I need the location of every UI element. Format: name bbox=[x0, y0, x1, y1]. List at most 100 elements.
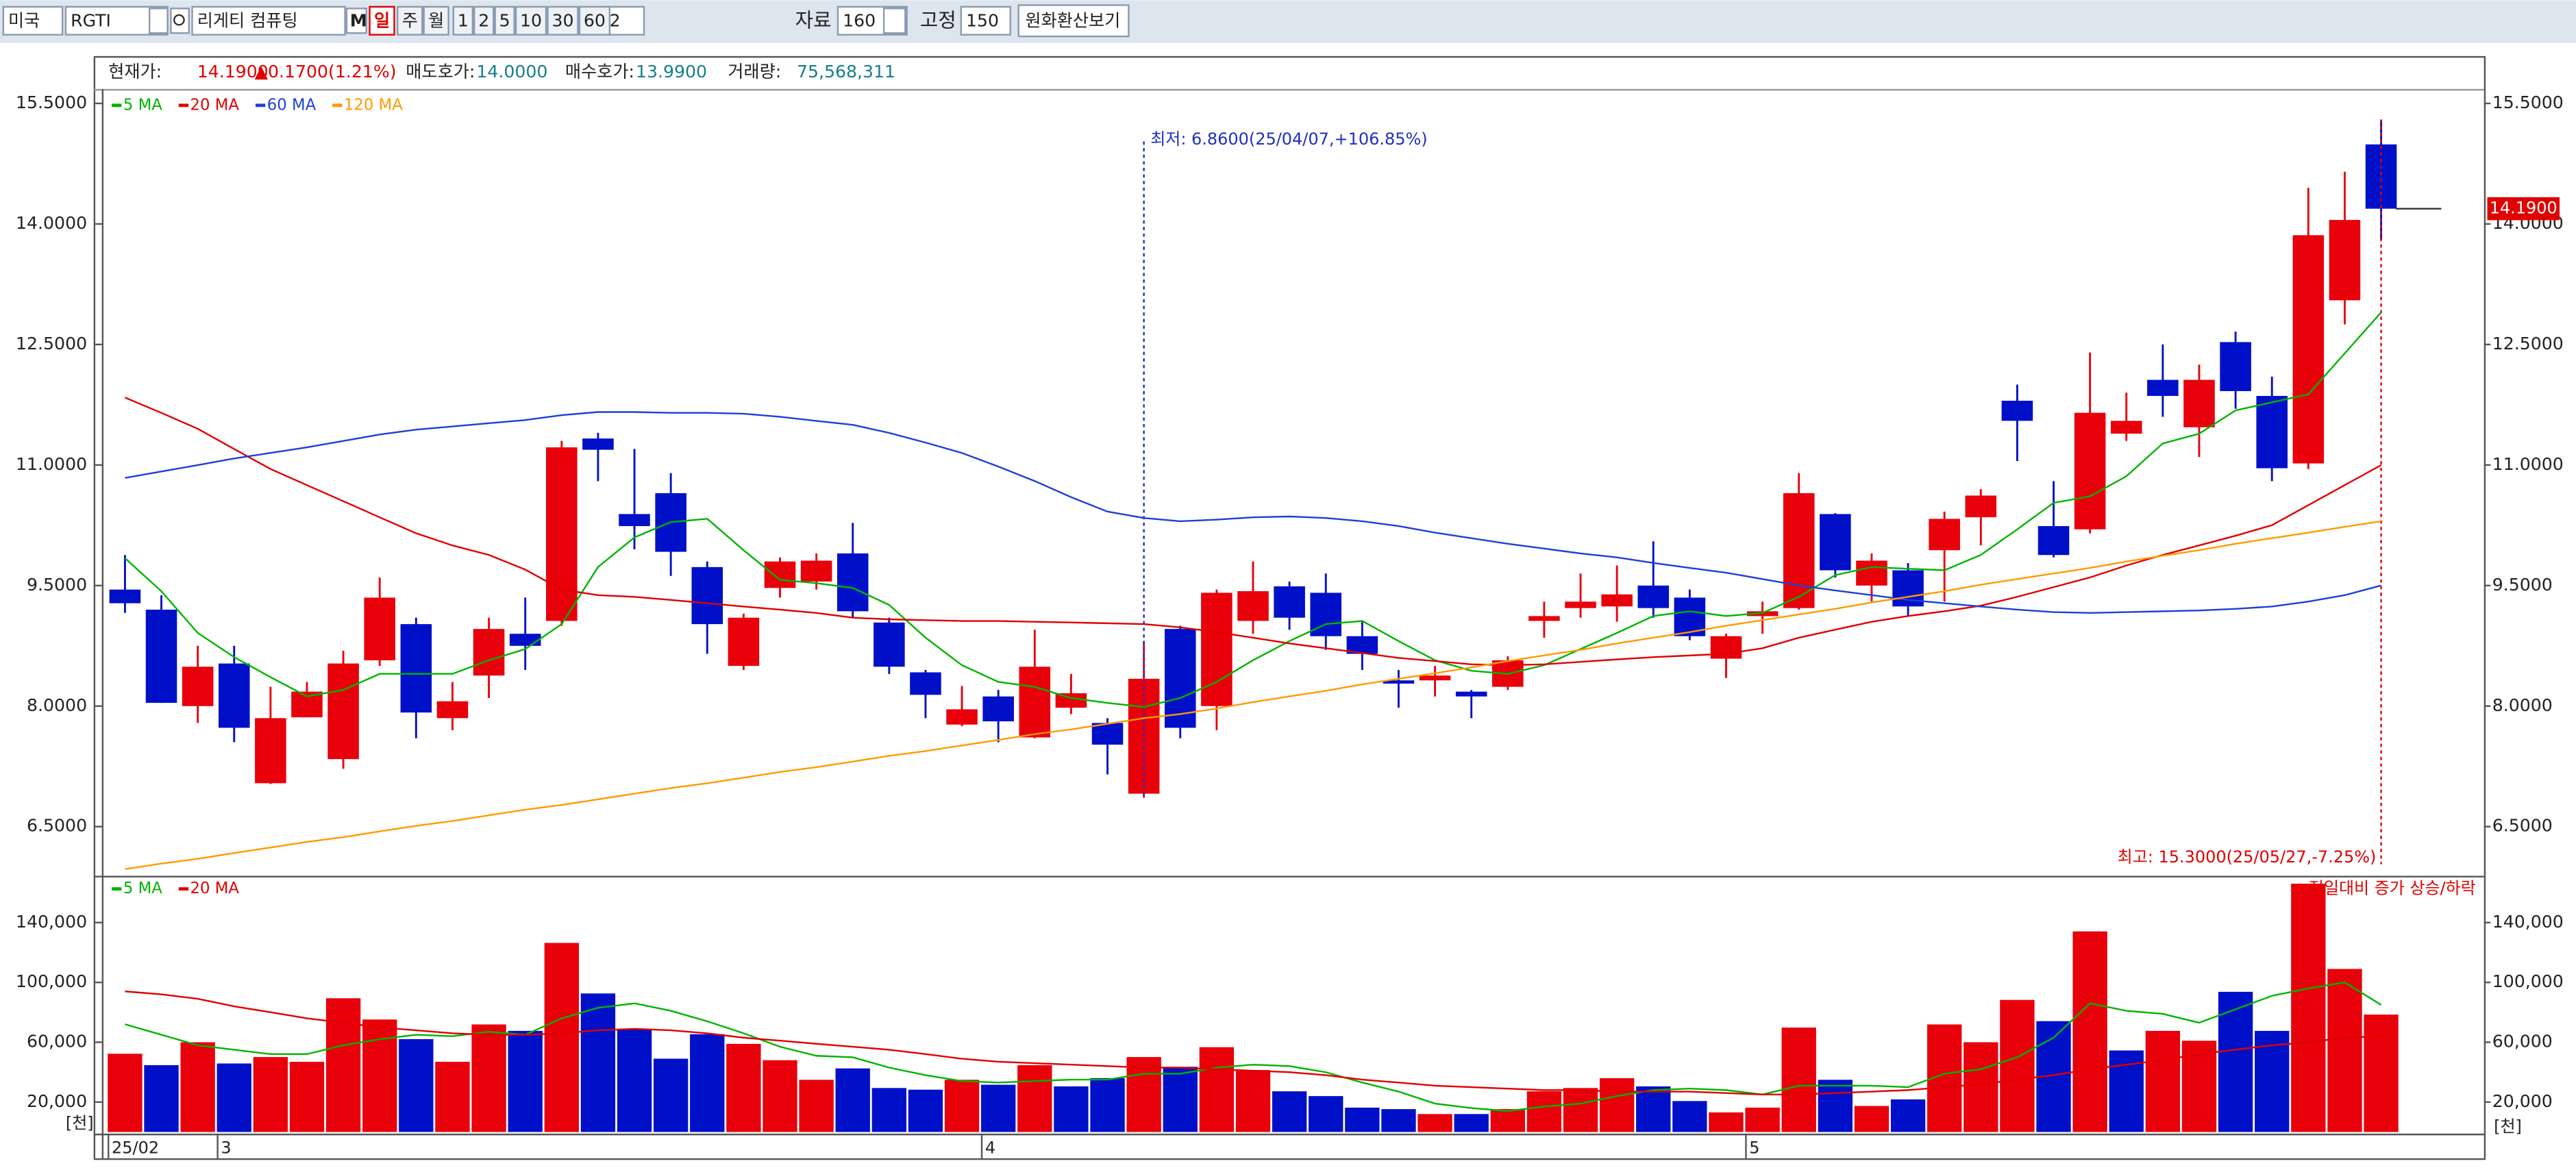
candle-body bbox=[2220, 342, 2251, 391]
candle-body bbox=[1419, 675, 1451, 681]
y-tick-label: 6.5000 bbox=[2492, 816, 2553, 836]
volume-bar bbox=[726, 1043, 761, 1132]
volume-bar bbox=[144, 1065, 179, 1132]
volume-bar bbox=[399, 1038, 434, 1132]
info-label: 매도호가: bbox=[406, 62, 475, 82]
volume-bar bbox=[2218, 991, 2253, 1132]
volume-bar bbox=[1672, 1101, 1707, 1132]
y-tick-label: 8.0000 bbox=[27, 695, 87, 715]
y-tick-label: 20,000 bbox=[2492, 1091, 2553, 1111]
volume-bar bbox=[1890, 1099, 1926, 1132]
minute-button[interactable] bbox=[515, 5, 547, 36]
legend-label: 20 MA bbox=[190, 96, 240, 114]
volume-bar bbox=[544, 943, 579, 1132]
volume-bar bbox=[1964, 1042, 1998, 1132]
legend-label: 5 MA bbox=[123, 96, 162, 114]
minute-button[interactable] bbox=[547, 5, 579, 36]
info-value: 13.9900 bbox=[636, 62, 707, 82]
candle-body bbox=[2074, 412, 2106, 530]
volume-bar bbox=[908, 1089, 943, 1132]
fixed-label: 고정 bbox=[920, 9, 956, 32]
volume-bar bbox=[2327, 969, 2362, 1132]
period-button[interactable] bbox=[369, 5, 395, 36]
candle-body bbox=[436, 701, 469, 719]
candle-body bbox=[109, 589, 141, 603]
volume-bar bbox=[1818, 1080, 1853, 1132]
candle-body bbox=[546, 447, 578, 621]
market-select[interactable] bbox=[2, 5, 64, 36]
minute-label: 2 bbox=[478, 11, 489, 31]
y-tick-label: 11.0000 bbox=[16, 454, 87, 474]
candle-body bbox=[1455, 691, 1487, 697]
period-label: 일 bbox=[374, 11, 390, 31]
volume-bar bbox=[1781, 1028, 1816, 1132]
m-label: M bbox=[350, 11, 367, 31]
convert-button[interactable] bbox=[1017, 4, 1130, 38]
volume-note: 전일대비 증가 상승/하락 bbox=[2309, 879, 2476, 898]
minute-button[interactable] bbox=[452, 5, 474, 36]
volume-bar bbox=[1126, 1057, 1161, 1132]
candle-body bbox=[1965, 495, 1997, 518]
y-tick-label: 20,000 bbox=[27, 1091, 87, 1111]
dropdown-button[interactable] bbox=[149, 8, 169, 34]
m-button[interactable] bbox=[345, 8, 367, 34]
volume-bar bbox=[289, 1062, 325, 1132]
y-tick-label: 11.0000 bbox=[2492, 454, 2564, 474]
volume-bar bbox=[1636, 1086, 1671, 1132]
candle-body bbox=[2183, 379, 2215, 427]
candle-body bbox=[1565, 601, 1596, 608]
volume-bar bbox=[1309, 1096, 1343, 1132]
ma-line bbox=[125, 520, 2381, 871]
candle-body bbox=[255, 718, 286, 784]
volume-bar bbox=[1526, 1091, 1562, 1132]
stock-name: 리게티 컴퓨팅 bbox=[197, 11, 298, 31]
candle-body bbox=[2329, 220, 2361, 301]
volume-bar bbox=[763, 1060, 797, 1132]
info-label: 매수호가: bbox=[565, 62, 634, 82]
candle-body bbox=[982, 696, 1014, 722]
candle-body bbox=[400, 624, 432, 713]
minute-button[interactable] bbox=[473, 5, 495, 36]
candle-body bbox=[182, 667, 214, 706]
period-button[interactable] bbox=[423, 5, 449, 36]
y-tick-label: 100,000 bbox=[2492, 971, 2564, 991]
minute-label: 10 bbox=[520, 11, 542, 31]
candle-body bbox=[1383, 680, 1415, 684]
data-label: 자료 bbox=[795, 9, 832, 32]
candle-body bbox=[874, 622, 905, 667]
candle-body bbox=[509, 634, 541, 646]
volume-bar bbox=[253, 1057, 288, 1132]
minute-label: 1 bbox=[458, 11, 469, 31]
fixed-count-input[interactable] bbox=[960, 5, 1011, 36]
volume-bar bbox=[1163, 1067, 1198, 1132]
volume-bar bbox=[2145, 1030, 2181, 1132]
y-tick-label: 14.0000 bbox=[16, 213, 87, 233]
info-bar: 현재가: 14.1900 ▲0.1700(1.21%) 매도호가: 14.000… bbox=[108, 62, 895, 82]
info-label: 현재가: bbox=[108, 62, 162, 82]
legend-label: 120 MA bbox=[344, 96, 403, 114]
volume-bar bbox=[435, 1062, 470, 1132]
dropdown-button[interactable] bbox=[882, 8, 906, 34]
minute-button[interactable] bbox=[494, 5, 515, 36]
candle-body bbox=[473, 629, 505, 676]
volume-bar bbox=[690, 1034, 725, 1132]
volume-bar bbox=[1199, 1047, 1235, 1132]
period-button[interactable] bbox=[397, 5, 423, 36]
current-label: 14.1900 bbox=[2490, 199, 2558, 218]
volume-bar bbox=[2255, 1030, 2290, 1132]
ma-line bbox=[125, 411, 2381, 614]
info-change: ▲0.1700(1.21%) bbox=[255, 62, 397, 82]
candle-body bbox=[2038, 526, 2070, 556]
candle-body bbox=[1783, 493, 1815, 608]
volume-bar bbox=[108, 1054, 143, 1132]
volume-bar bbox=[2072, 931, 2107, 1132]
volume-bar bbox=[1345, 1107, 1380, 1132]
candle-body bbox=[2001, 401, 2033, 421]
search-button[interactable] bbox=[170, 8, 190, 34]
candle-body bbox=[1164, 629, 1196, 728]
count-input[interactable] bbox=[604, 5, 645, 36]
minute-button[interactable] bbox=[578, 5, 611, 36]
low-note: 최저: 6.8600(25/04/07,+106.85%) bbox=[1150, 129, 1427, 149]
